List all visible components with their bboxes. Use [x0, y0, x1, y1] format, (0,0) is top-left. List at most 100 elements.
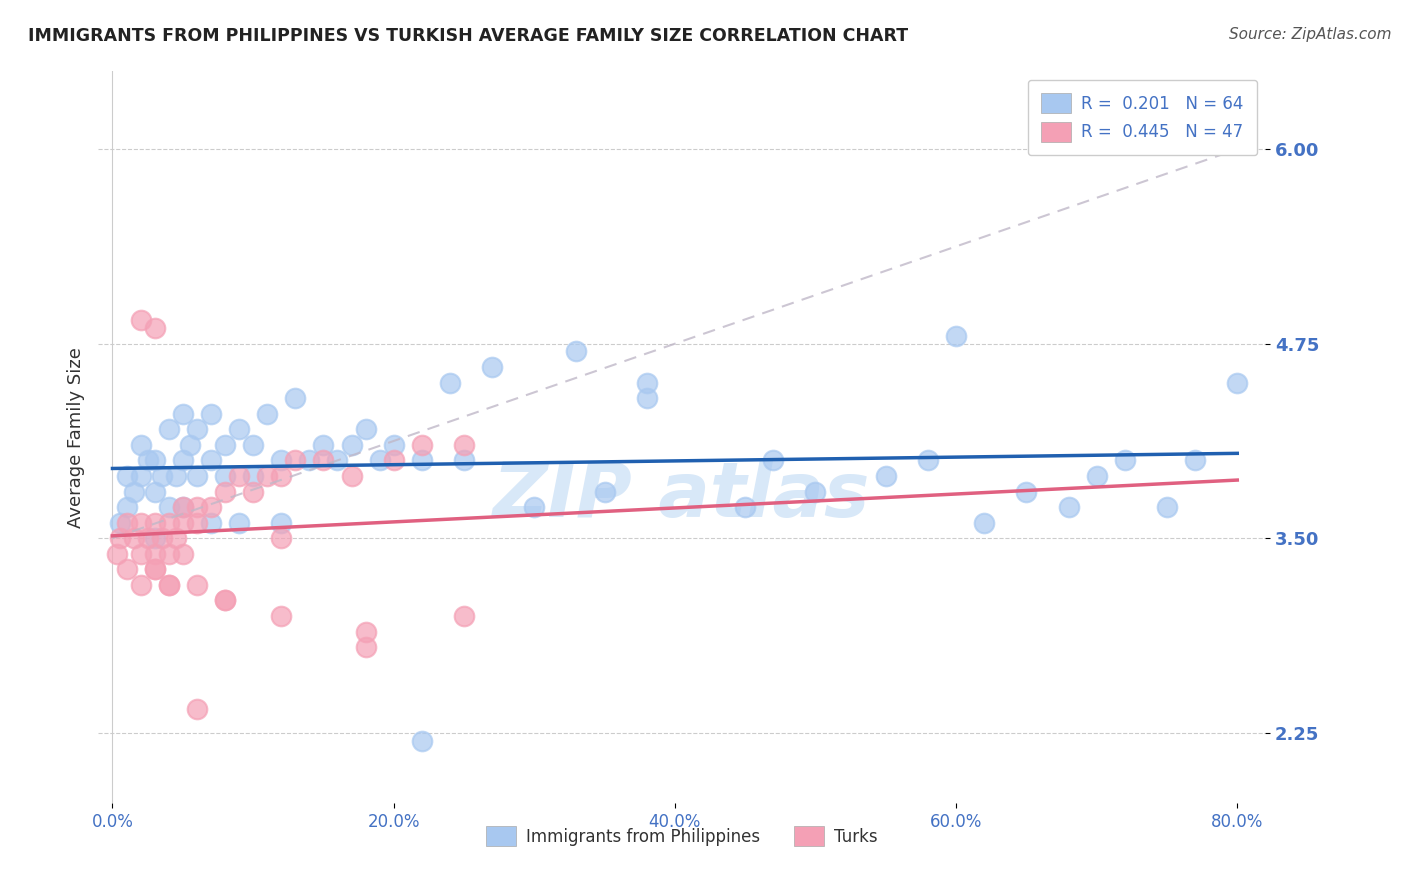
Point: [200, 516, 222, 530]
Point: [242, 469, 264, 483]
Point: [523, 500, 546, 515]
Point: [284, 453, 307, 467]
Text: Source: ZipAtlas.com: Source: ZipAtlas.com: [1229, 27, 1392, 42]
Point: [129, 578, 152, 592]
Point: [453, 453, 475, 467]
Point: [129, 516, 152, 530]
Point: [312, 438, 335, 452]
Point: [143, 562, 166, 576]
Point: [762, 453, 785, 467]
Point: [157, 578, 180, 592]
Point: [875, 469, 897, 483]
Point: [143, 484, 166, 499]
Point: [565, 344, 588, 359]
Y-axis label: Average Family Size: Average Family Size: [66, 347, 84, 527]
Point: [411, 438, 433, 452]
Point: [200, 407, 222, 421]
Point: [143, 453, 166, 467]
Point: [172, 516, 194, 530]
Point: [382, 453, 405, 467]
Point: [636, 391, 658, 405]
Point: [917, 453, 939, 467]
Point: [340, 438, 363, 452]
Point: [354, 624, 377, 639]
Point: [1114, 453, 1136, 467]
Point: [214, 593, 236, 607]
Point: [270, 453, 292, 467]
Point: [593, 484, 616, 499]
Point: [354, 422, 377, 436]
Point: [143, 562, 166, 576]
Legend: Immigrants from Philippines, Turks: Immigrants from Philippines, Turks: [479, 820, 884, 853]
Point: [172, 500, 194, 515]
Point: [228, 516, 250, 530]
Point: [165, 531, 187, 545]
Point: [179, 438, 201, 452]
Point: [1156, 500, 1178, 515]
Point: [165, 469, 187, 483]
Point: [122, 484, 145, 499]
Point: [172, 547, 194, 561]
Point: [270, 516, 292, 530]
Point: [973, 516, 995, 530]
Point: [129, 438, 152, 452]
Point: [200, 500, 222, 515]
Point: [945, 329, 967, 343]
Point: [256, 407, 278, 421]
Point: [186, 578, 208, 592]
Point: [228, 469, 250, 483]
Point: [157, 547, 180, 561]
Point: [186, 516, 208, 530]
Point: [228, 422, 250, 436]
Point: [115, 562, 138, 576]
Point: [453, 438, 475, 452]
Point: [157, 422, 180, 436]
Point: [129, 469, 152, 483]
Point: [453, 609, 475, 624]
Point: [115, 500, 138, 515]
Point: [129, 313, 152, 327]
Point: [214, 438, 236, 452]
Point: [115, 516, 138, 530]
Point: [129, 547, 152, 561]
Point: [354, 640, 377, 655]
Point: [214, 484, 236, 499]
Point: [122, 531, 145, 545]
Point: [186, 500, 208, 515]
Point: [411, 453, 433, 467]
Point: [256, 469, 278, 483]
Point: [143, 531, 166, 545]
Point: [157, 516, 180, 530]
Point: [1057, 500, 1080, 515]
Point: [804, 484, 827, 499]
Point: [143, 321, 166, 335]
Point: [636, 376, 658, 390]
Text: ZIP atlas: ZIP atlas: [494, 458, 870, 533]
Point: [186, 469, 208, 483]
Point: [1226, 376, 1249, 390]
Point: [105, 547, 128, 561]
Point: [214, 469, 236, 483]
Point: [242, 484, 264, 499]
Point: [242, 438, 264, 452]
Point: [136, 531, 159, 545]
Point: [1184, 453, 1206, 467]
Point: [172, 453, 194, 467]
Point: [439, 376, 461, 390]
Point: [411, 733, 433, 747]
Point: [115, 469, 138, 483]
Point: [298, 453, 321, 467]
Point: [108, 531, 131, 545]
Point: [1085, 469, 1108, 483]
Point: [270, 609, 292, 624]
Text: IMMIGRANTS FROM PHILIPPINES VS TURKISH AVERAGE FAMILY SIZE CORRELATION CHART: IMMIGRANTS FROM PHILIPPINES VS TURKISH A…: [28, 27, 908, 45]
Point: [1015, 484, 1038, 499]
Point: [481, 359, 503, 374]
Point: [734, 500, 756, 515]
Point: [340, 469, 363, 483]
Point: [157, 578, 180, 592]
Point: [150, 531, 173, 545]
Point: [200, 453, 222, 467]
Point: [157, 500, 180, 515]
Point: [382, 438, 405, 452]
